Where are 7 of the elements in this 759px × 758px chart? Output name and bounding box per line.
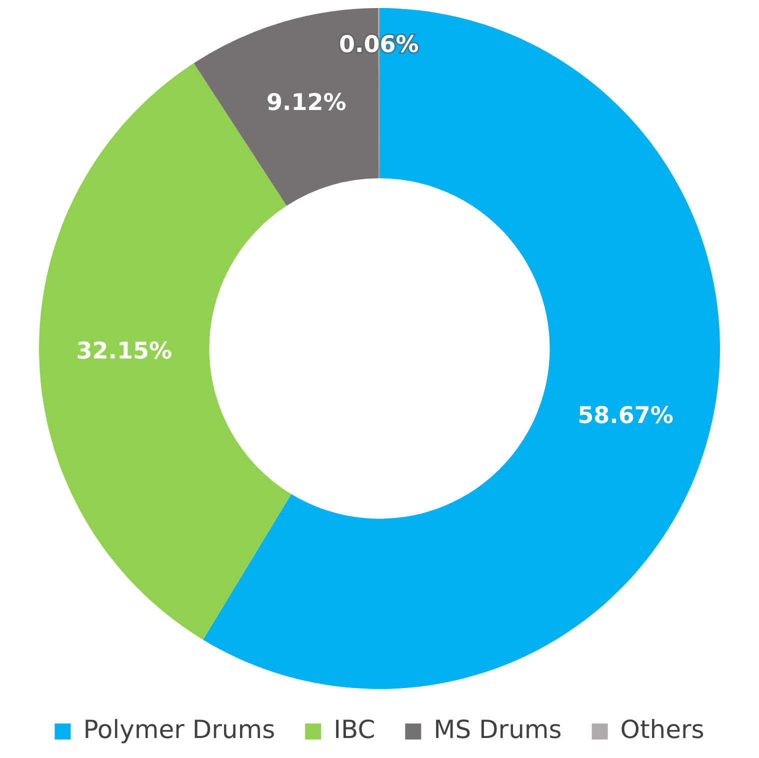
data-label: 58.67% [578, 403, 674, 430]
data-label: 32.15% [76, 338, 172, 365]
legend-label: Polymer Drums [83, 715, 276, 744]
data-label: 9.12% [266, 90, 346, 116]
legend-label: MS Drums [434, 715, 562, 744]
legend-label: Others [620, 715, 704, 744]
legend-label: IBC [334, 715, 376, 744]
